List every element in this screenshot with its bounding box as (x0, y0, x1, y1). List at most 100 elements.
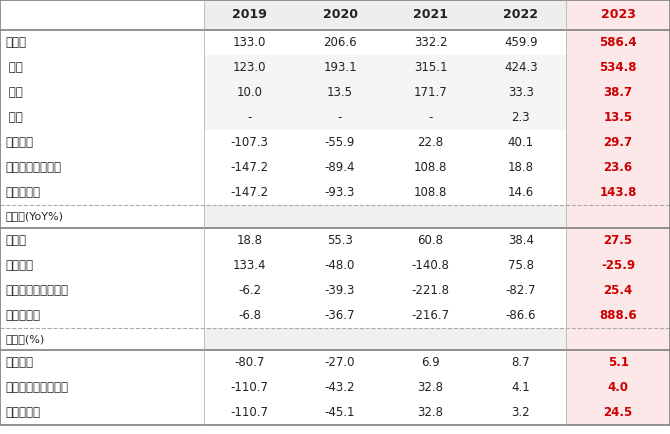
Bar (295, 227, 385, 253)
Text: 33.3: 33.3 (508, 86, 534, 99)
Bar (566, 180, 670, 205)
Text: -82.7: -82.7 (506, 283, 536, 296)
Bar (476, 30, 566, 55)
Text: -6.8: -6.8 (238, 309, 261, 322)
Text: 2020: 2020 (322, 8, 358, 21)
Bar (0, 227, 204, 253)
Text: 38.7: 38.7 (604, 86, 632, 99)
Text: 38.4: 38.4 (508, 233, 534, 247)
Bar (566, 55, 670, 80)
Bar (204, 180, 295, 205)
Text: -221.8: -221.8 (411, 283, 450, 296)
Text: 영업이익: 영업이익 (5, 356, 34, 369)
Text: -: - (428, 111, 433, 124)
Bar (0, 55, 204, 80)
Text: 13.5: 13.5 (327, 86, 353, 99)
Bar (295, 350, 385, 375)
Text: -39.3: -39.3 (325, 283, 355, 296)
Bar (295, 375, 385, 400)
Bar (0, 105, 204, 130)
Bar (204, 227, 295, 253)
Bar (295, 80, 385, 105)
Text: 13.5: 13.5 (604, 111, 632, 124)
Text: -89.4: -89.4 (325, 161, 355, 174)
Bar (566, 253, 670, 278)
Text: 133.4: 133.4 (233, 259, 266, 272)
Bar (295, 278, 385, 302)
Text: 상품: 상품 (5, 86, 23, 99)
Bar (385, 375, 476, 400)
Text: 143.8: 143.8 (600, 186, 636, 199)
Bar (204, 328, 295, 350)
Text: 534.8: 534.8 (600, 61, 636, 74)
Text: -55.9: -55.9 (325, 136, 355, 149)
Text: 108.8: 108.8 (414, 186, 447, 199)
Text: 영업이익: 영업이익 (5, 136, 34, 149)
Bar (385, 55, 476, 80)
Bar (476, 155, 566, 180)
Bar (204, 55, 295, 80)
Text: -43.2: -43.2 (325, 381, 355, 395)
Text: 18.8: 18.8 (237, 233, 263, 247)
Bar (566, 30, 670, 55)
Bar (476, 350, 566, 375)
Text: -86.6: -86.6 (506, 309, 536, 322)
Text: 매출액: 매출액 (5, 36, 26, 49)
Bar (204, 375, 295, 400)
Bar (385, 350, 476, 375)
Text: 60.8: 60.8 (417, 233, 444, 247)
Bar (295, 155, 385, 180)
Text: 성장률(YoY%): 성장률(YoY%) (5, 211, 64, 221)
Text: -45.1: -45.1 (325, 406, 355, 419)
Text: -93.3: -93.3 (325, 186, 355, 199)
Bar (385, 205, 476, 227)
Bar (0, 328, 204, 350)
Text: 123.0: 123.0 (233, 61, 266, 74)
Bar (476, 302, 566, 328)
Text: -: - (338, 111, 342, 124)
Bar (204, 130, 295, 155)
Text: 2021: 2021 (413, 8, 448, 21)
Text: 4.1: 4.1 (512, 381, 530, 395)
Bar (0, 375, 204, 400)
Text: 22.8: 22.8 (417, 136, 444, 149)
Bar (385, 278, 476, 302)
Bar (204, 105, 295, 130)
Bar (385, 253, 476, 278)
Bar (204, 302, 295, 328)
Text: 171.7: 171.7 (413, 86, 448, 99)
Text: 법인세차감전순이익: 법인세차감전순이익 (5, 381, 68, 395)
Bar (566, 105, 670, 130)
Text: 40.1: 40.1 (508, 136, 534, 149)
Text: 193.1: 193.1 (323, 61, 357, 74)
Bar (385, 0, 476, 30)
Bar (385, 105, 476, 130)
Text: -36.7: -36.7 (325, 309, 355, 322)
Text: -110.7: -110.7 (230, 381, 269, 395)
Text: 3.2: 3.2 (512, 406, 530, 419)
Text: -6.2: -6.2 (238, 283, 261, 296)
Text: -107.3: -107.3 (230, 136, 269, 149)
Bar (476, 375, 566, 400)
Bar (0, 155, 204, 180)
Bar (566, 350, 670, 375)
Bar (385, 30, 476, 55)
Bar (0, 130, 204, 155)
Bar (204, 278, 295, 302)
Bar (566, 155, 670, 180)
Text: -110.7: -110.7 (230, 406, 269, 419)
Bar (476, 205, 566, 227)
Bar (476, 55, 566, 80)
Bar (0, 350, 204, 375)
Bar (204, 0, 295, 30)
Text: 25.4: 25.4 (604, 283, 632, 296)
Bar (385, 302, 476, 328)
Text: 14.6: 14.6 (508, 186, 534, 199)
Bar (0, 302, 204, 328)
Bar (0, 400, 204, 425)
Bar (566, 278, 670, 302)
Bar (476, 278, 566, 302)
Bar (385, 155, 476, 180)
Bar (476, 328, 566, 350)
Bar (295, 55, 385, 80)
